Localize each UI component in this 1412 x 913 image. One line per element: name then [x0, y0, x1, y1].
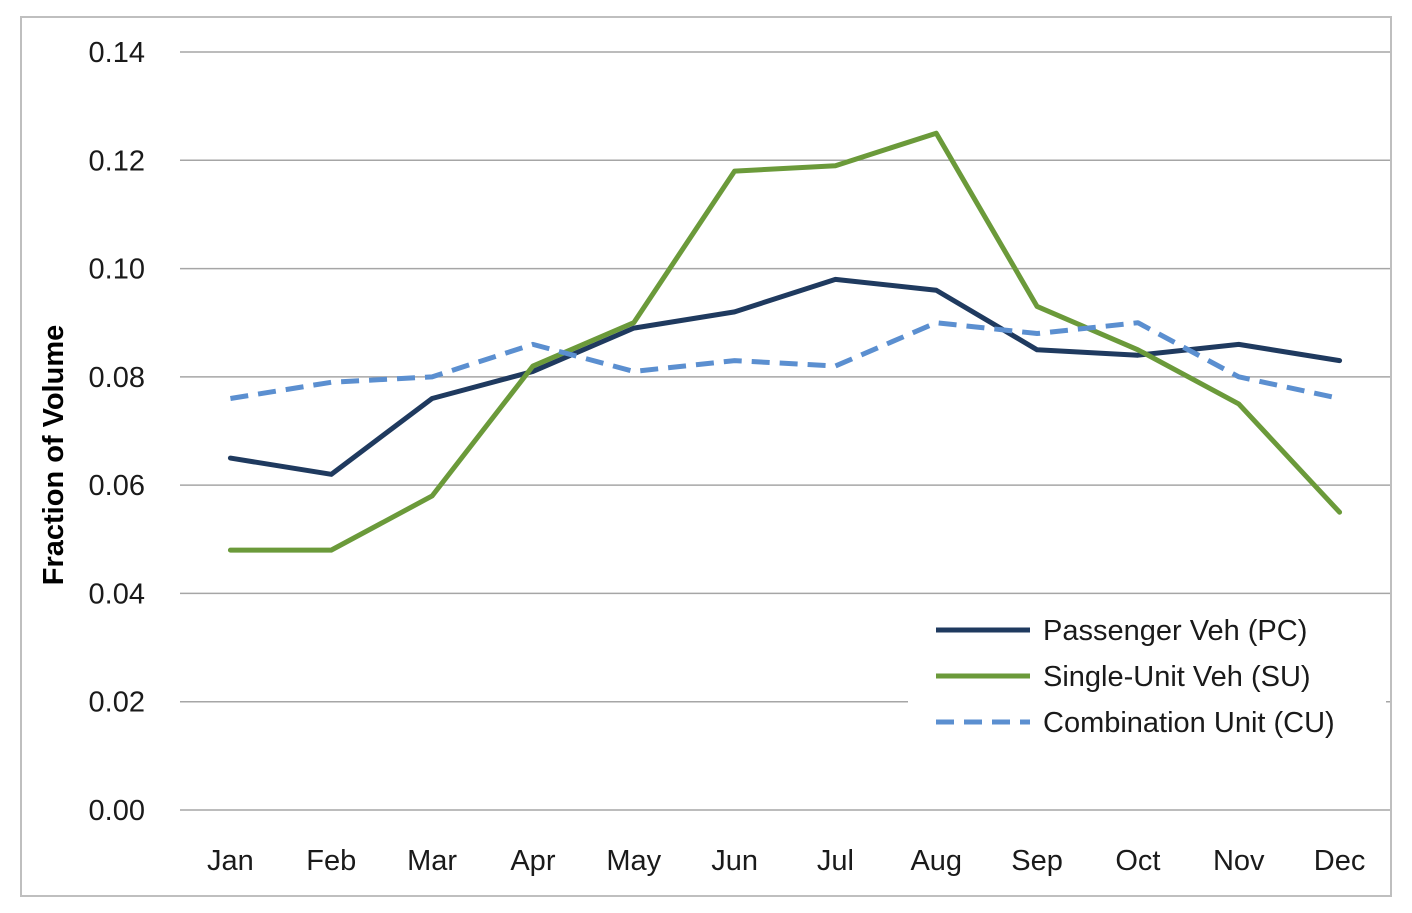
y-tick-label: 0.08 — [89, 362, 145, 394]
x-axis-ticks: Jan Feb Mar Apr May Jun Jul Aug Sep Oct Nov Dec — [207, 845, 1365, 877]
legend-label: Single-Unit Veh (SU) — [1043, 661, 1311, 693]
x-tick-label: Oct — [1115, 845, 1160, 877]
x-tick-label: Nov — [1213, 845, 1265, 877]
x-tick-label: May — [606, 845, 661, 877]
series-line-0 — [227, 276, 1343, 477]
y-axis-ticks: 0.00 0.02 0.04 0.06 0.08 0.10 0.12 0.14 — [89, 37, 145, 827]
y-tick-label: 0.12 — [89, 145, 145, 177]
y-axis-title: Fraction of Volume — [38, 325, 70, 585]
x-tick-label: Mar — [407, 845, 457, 877]
y-tick-label: 0.00 — [89, 795, 145, 827]
x-tick-label: Jul — [817, 845, 854, 877]
x-tick-label: Apr — [510, 845, 555, 877]
y-tick-label: 0.14 — [89, 37, 145, 69]
series-lines — [227, 130, 1343, 553]
legend-label: Combination Unit (CU) — [1043, 707, 1335, 739]
x-tick-label: Jun — [711, 845, 758, 877]
x-tick-label: Sep — [1011, 845, 1063, 877]
y-tick-label: 0.04 — [89, 578, 145, 610]
y-tick-label: 0.02 — [89, 687, 145, 719]
legend-label: Passenger Veh (PC) — [1043, 615, 1307, 647]
chart-border — [20, 16, 1392, 897]
x-tick-label: Feb — [306, 845, 356, 877]
x-tick-label: Dec — [1314, 845, 1366, 877]
x-tick-label: Jan — [207, 845, 254, 877]
series-line-1 — [227, 130, 1343, 553]
series-line-2 — [230, 320, 1341, 401]
x-tick-label: Aug — [910, 845, 962, 877]
gridlines — [180, 51, 1390, 811]
y-tick-label: 0.10 — [89, 254, 145, 286]
legend: Passenger Veh (PC) Single-Unit Veh (SU) Co… — [908, 600, 1386, 752]
y-tick-label: 0.06 — [89, 470, 145, 502]
